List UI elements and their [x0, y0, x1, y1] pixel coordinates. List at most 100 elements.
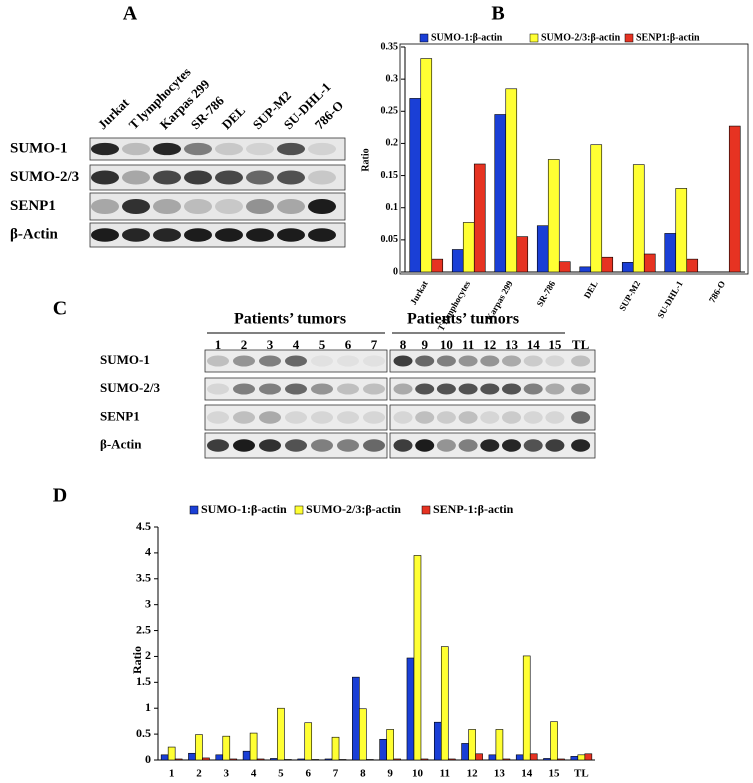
bar: [249, 732, 258, 761]
y-tick-label: 3: [145, 596, 151, 610]
x-tick-label: SUP-M2: [617, 279, 642, 313]
band: [337, 439, 359, 452]
band: [308, 170, 336, 185]
band: [480, 439, 500, 452]
bar: [664, 233, 677, 273]
bar: [558, 261, 571, 273]
band: [207, 411, 229, 424]
band: [259, 439, 281, 452]
bar: [413, 555, 422, 761]
band: [184, 228, 212, 242]
panel-label: D: [53, 485, 67, 507]
x-tick-label: 3: [224, 768, 230, 780]
band: [308, 142, 336, 156]
band: [458, 411, 478, 424]
y-tick-label: 0.35: [381, 41, 399, 52]
lane-label: 3: [267, 337, 274, 352]
bar: [433, 721, 442, 761]
legend-swatch: [419, 33, 429, 43]
y-axis-label: Ratio: [130, 646, 144, 674]
band: [571, 411, 591, 424]
bar: [522, 655, 531, 761]
bar: [468, 729, 476, 761]
band: [207, 383, 229, 395]
bar: [297, 758, 306, 761]
bar: [420, 58, 433, 273]
bar: [386, 729, 394, 761]
y-tick-label: 4: [145, 545, 151, 559]
band: [502, 411, 521, 424]
band: [277, 198, 305, 215]
band: [246, 228, 274, 242]
bar: [557, 758, 565, 761]
band: [480, 355, 500, 367]
band: [337, 383, 359, 395]
y-tick-label: 0.3: [386, 73, 399, 84]
y-tick-label: 0.1: [386, 202, 399, 213]
bar: [461, 743, 469, 761]
band: [571, 355, 591, 367]
band: [122, 170, 150, 185]
x-tick-label: 12: [467, 768, 479, 780]
x-tick-label: 786-O: [707, 279, 727, 304]
row-label: β-Actin: [10, 226, 59, 242]
y-tick-label: 0.05: [381, 234, 399, 245]
bar: [502, 758, 511, 761]
band: [233, 439, 255, 452]
band: [259, 383, 281, 395]
lane-label: 8: [400, 337, 407, 352]
band: [91, 228, 119, 242]
band: [363, 383, 385, 395]
band: [480, 383, 500, 395]
band: [393, 439, 413, 452]
bar: [188, 752, 196, 761]
band: [545, 411, 565, 424]
row-label: SUMO-1: [10, 140, 68, 156]
bar: [393, 758, 401, 761]
bar: [473, 163, 486, 273]
blot-strip: [389, 404, 596, 431]
y-tick-label: 0.15: [381, 170, 399, 181]
band: [285, 411, 307, 424]
lane-label: Jurkat: [95, 95, 133, 133]
bar: [579, 266, 592, 273]
lane-label: 7: [371, 337, 378, 352]
x-tick-label: SR-786: [535, 279, 558, 309]
bar: [543, 758, 551, 761]
bar: [451, 249, 464, 273]
bar: [420, 758, 429, 761]
bar: [277, 707, 285, 761]
lane-label: TL: [572, 337, 590, 352]
band: [436, 355, 456, 367]
bar: [516, 236, 529, 273]
band: [502, 383, 521, 395]
band: [215, 170, 243, 185]
band: [363, 439, 385, 452]
y-tick-label: 0.2: [386, 138, 399, 149]
group-label: Patients’ tumors: [407, 311, 519, 328]
lane-label: 6: [345, 337, 352, 352]
bar: [338, 759, 347, 761]
band: [259, 355, 281, 367]
lane-label: 15: [548, 337, 562, 352]
band: [311, 383, 333, 395]
band: [311, 439, 333, 452]
bar: [167, 746, 176, 761]
bar: [447, 758, 456, 761]
band: [153, 142, 181, 156]
legend-swatch: [189, 505, 199, 515]
band: [215, 142, 243, 156]
bar: [601, 256, 614, 273]
band: [523, 411, 543, 424]
band: [308, 198, 336, 215]
bar: [366, 759, 374, 761]
bar: [488, 754, 497, 761]
legend-label: SUMO-1:β-actin: [431, 32, 503, 43]
bar: [409, 98, 422, 273]
band: [311, 355, 333, 367]
band: [91, 198, 119, 215]
bar: [304, 722, 313, 761]
group-label: Patients’ tumors: [234, 311, 346, 328]
x-tick-label: 10: [412, 768, 424, 780]
